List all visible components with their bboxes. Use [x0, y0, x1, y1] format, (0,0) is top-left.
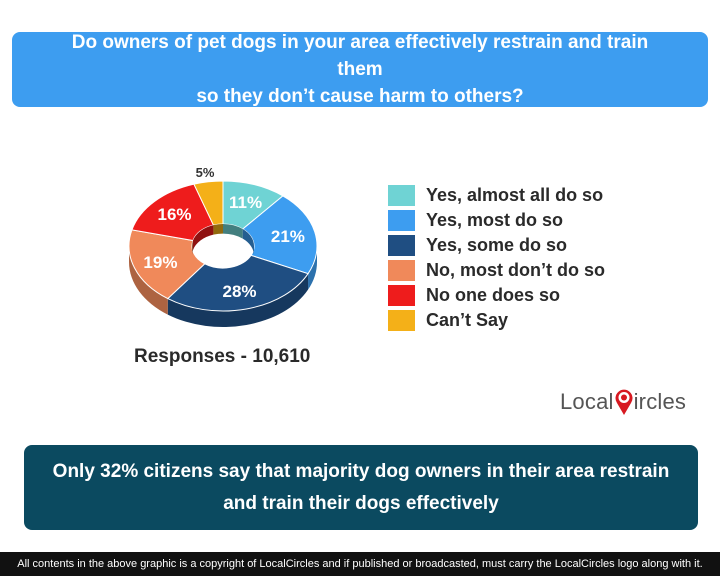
- summary-banner: Only 32% citizens say that majority dog …: [24, 445, 698, 530]
- slice-value-label: 16%: [158, 205, 192, 224]
- legend-swatch: [388, 260, 415, 281]
- slice-inner-wall-4-0: [192, 225, 214, 251]
- legend-swatch: [388, 235, 415, 256]
- question-line-2: so they don’t cause harm to others?: [196, 86, 524, 107]
- legend-label: Yes, some do so: [426, 235, 568, 255]
- legend-swatch: [388, 285, 415, 306]
- location-pin-icon: [615, 389, 633, 415]
- legend-label: Yes, most do so: [426, 210, 564, 230]
- logo-text-right: ircles: [633, 389, 687, 414]
- slice-side-2: [167, 273, 309, 327]
- donut-chart: 11% 21% 28% 19% 16% 5%: [128, 165, 318, 327]
- slice-value-label: 5%: [196, 165, 215, 180]
- slice-inner-wall-3-0: [192, 240, 193, 256]
- chart-legend: Yes, almost all do so Yes, most do so Ye…: [388, 183, 605, 333]
- question-line-1: Do owners of pet dogs in your area effec…: [71, 32, 649, 80]
- slice-inner-wall-5-0: [213, 224, 223, 235]
- legend-swatch: [388, 210, 415, 231]
- legend-swatch: [388, 310, 415, 331]
- logo-text-left: Local: [560, 389, 614, 414]
- responses-count: Responses - 10,610: [134, 346, 311, 367]
- slice-inner-wall-1-1: [242, 229, 254, 256]
- slice-value-label: 28%: [223, 282, 257, 301]
- legend-item: Yes, some do so: [388, 233, 605, 258]
- legend-item: No one does so: [388, 283, 605, 308]
- legend-swatch: [388, 185, 415, 206]
- localcircles-logo: Local ircles: [560, 388, 686, 416]
- legend-label: No, most don’t do so: [426, 260, 605, 280]
- legend-item: Yes, almost all do so: [388, 183, 605, 208]
- slice-value-label: 21%: [271, 227, 305, 246]
- slice-value-label: 11%: [229, 193, 262, 212]
- legend-label: No one does so: [426, 285, 561, 305]
- legend-item: No, most don’t do so: [388, 258, 605, 283]
- summary-line-1: Only 32% citizens say that majority dog …: [52, 460, 670, 482]
- legend-label: Can’t Say: [426, 310, 509, 330]
- legend-item: Yes, most do so: [388, 208, 605, 233]
- legend-item: Can’t Say: [388, 308, 605, 333]
- slice-3: [128, 229, 206, 300]
- slice-side-1: [308, 246, 317, 290]
- copyright-footer: All contents in the above graphic is a c…: [0, 552, 720, 576]
- summary-line-2: and train their dogs effectively: [223, 492, 499, 514]
- slice-side-3: [129, 246, 168, 315]
- question-banner: Do owners of pet dogs in your area effec…: [12, 32, 708, 107]
- slice-value-label: 19%: [143, 253, 177, 272]
- slice-2: [166, 254, 309, 312]
- slice-inner-wall-0-1: [223, 224, 243, 239]
- legend-label: Yes, almost all do so: [426, 185, 604, 205]
